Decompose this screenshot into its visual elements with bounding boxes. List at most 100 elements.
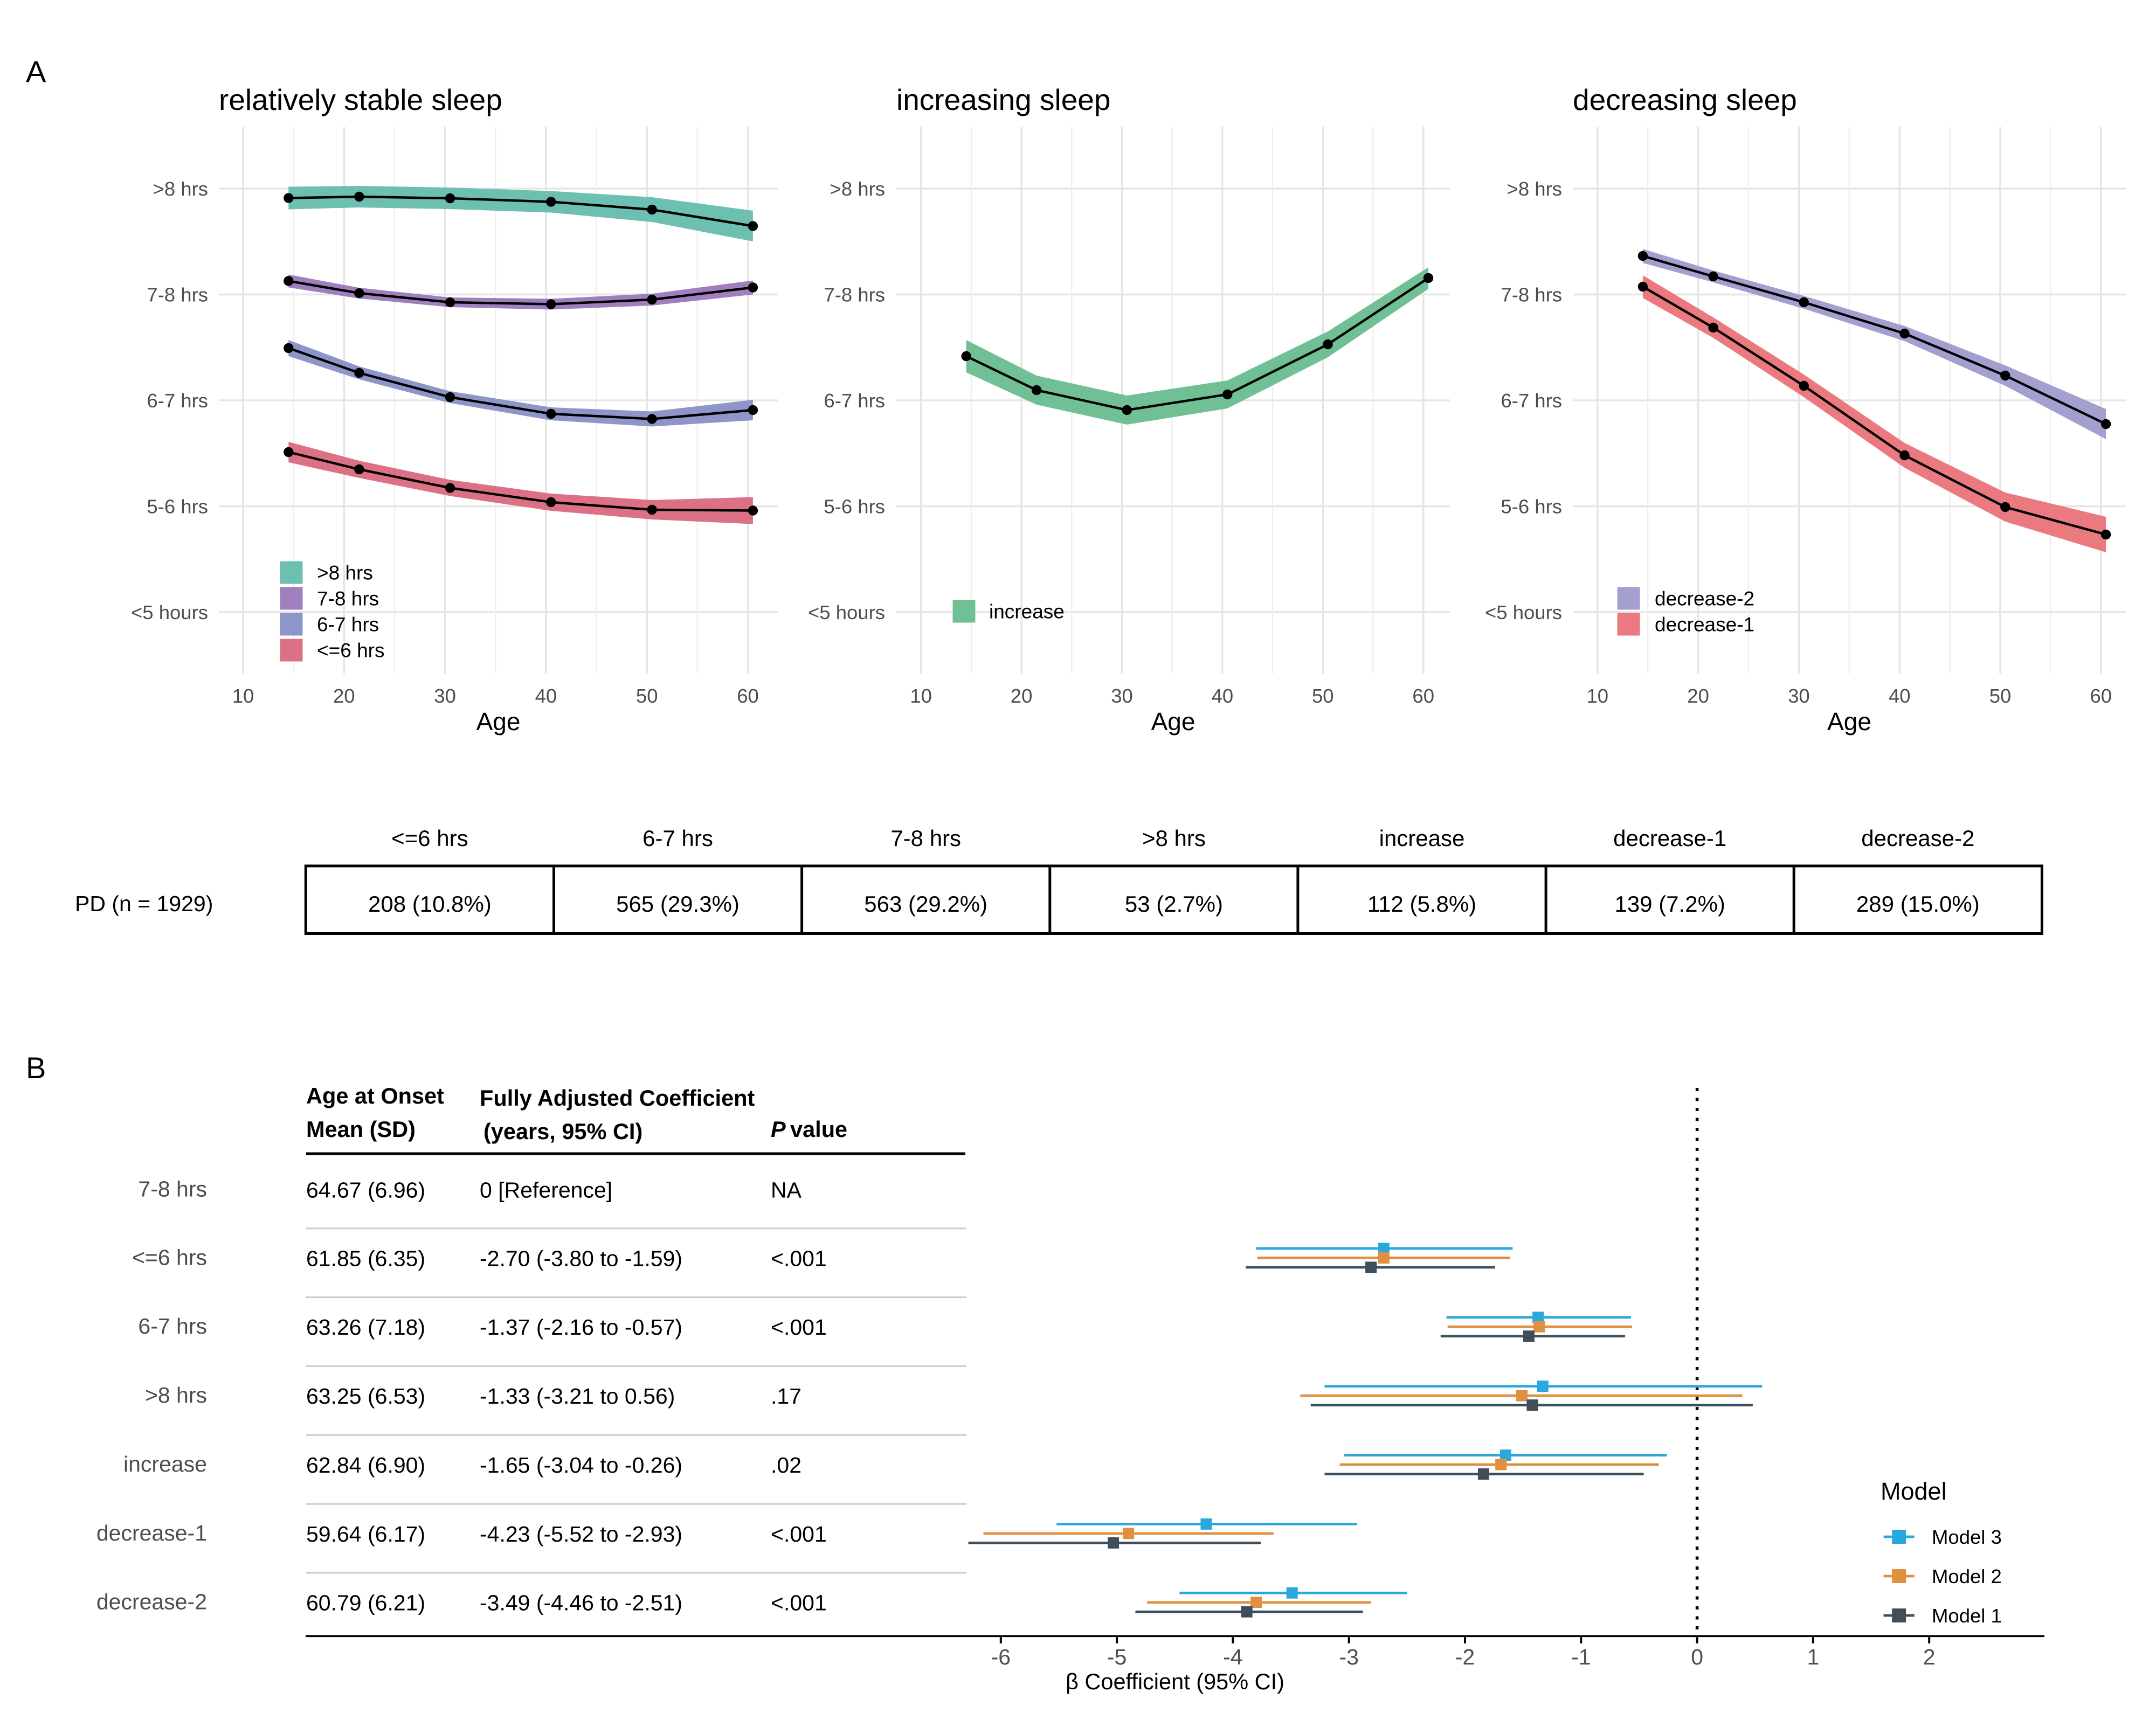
svg-text:6-7 hrs: 6-7 hrs xyxy=(147,390,208,412)
svg-text:>8 hrs: >8 hrs xyxy=(145,1383,207,1407)
svg-text:20: 20 xyxy=(1687,685,1709,707)
svg-text:decrease-1: decrease-1 xyxy=(96,1521,207,1545)
svg-text:6-7 hrs: 6-7 hrs xyxy=(824,390,885,412)
svg-text:-1.37 (-2.16 to -0.57): -1.37 (-2.16 to -0.57) xyxy=(480,1315,682,1340)
svg-text:increase: increase xyxy=(1379,826,1465,851)
svg-text:increasing sleep: increasing sleep xyxy=(896,83,1110,116)
svg-text:Model 2: Model 2 xyxy=(1932,1565,2002,1587)
svg-text:289 (15.0%): 289 (15.0%) xyxy=(1856,891,1980,917)
svg-text:-1.65 (-3.04 to -0.26): -1.65 (-3.04 to -0.26) xyxy=(480,1453,682,1478)
svg-text:60: 60 xyxy=(737,685,759,707)
svg-text:50: 50 xyxy=(1989,685,2012,707)
svg-text:53 (2.7%): 53 (2.7%) xyxy=(1125,891,1223,917)
svg-text:Model 1: Model 1 xyxy=(1932,1605,2002,1627)
svg-text:6-7 hrs: 6-7 hrs xyxy=(1501,390,1562,412)
svg-text:-6: -6 xyxy=(991,1645,1011,1669)
svg-text:20: 20 xyxy=(1011,685,1033,707)
svg-text:<.001: <.001 xyxy=(771,1246,827,1271)
svg-text:A: A xyxy=(26,54,46,88)
svg-text:decrease-1: decrease-1 xyxy=(1613,826,1726,851)
svg-text:increase: increase xyxy=(989,601,1065,623)
svg-text:0 [Reference]: 0 [Reference] xyxy=(480,1177,612,1202)
svg-text:<.001: <.001 xyxy=(771,1522,827,1546)
svg-text:decrease-2: decrease-2 xyxy=(1655,588,1754,610)
svg-text:value: value xyxy=(790,1116,847,1142)
svg-text:-1.33 (-3.21 to 0.56): -1.33 (-3.21 to 0.56) xyxy=(480,1384,675,1409)
svg-text:6-7 hrs: 6-7 hrs xyxy=(317,614,379,636)
svg-text:<=6 hrs: <=6 hrs xyxy=(132,1245,207,1270)
svg-text:1: 1 xyxy=(1807,1645,1819,1669)
svg-text:increase: increase xyxy=(123,1452,207,1476)
svg-text:<.001: <.001 xyxy=(771,1591,827,1615)
svg-text:-2.70 (-3.80 to -1.59): -2.70 (-3.80 to -1.59) xyxy=(480,1246,682,1271)
svg-text:Mean (SD): Mean (SD) xyxy=(306,1116,416,1142)
svg-text:40: 40 xyxy=(1889,685,1911,707)
svg-text:50: 50 xyxy=(636,685,658,707)
svg-text:-3.49 (-4.46 to -2.51): -3.49 (-4.46 to -2.51) xyxy=(480,1591,682,1615)
svg-text:30: 30 xyxy=(1788,685,1810,707)
svg-text:NA: NA xyxy=(771,1177,802,1202)
svg-text:P: P xyxy=(771,1116,786,1142)
svg-text:565 (29.3%): 565 (29.3%) xyxy=(616,891,740,917)
svg-text:60: 60 xyxy=(2090,685,2112,707)
svg-text:7-8 hrs: 7-8 hrs xyxy=(890,826,961,851)
svg-text:30: 30 xyxy=(434,685,456,707)
svg-text:62.84 (6.90): 62.84 (6.90) xyxy=(306,1453,425,1478)
svg-text:Age: Age xyxy=(476,708,521,736)
svg-text:decrease-2: decrease-2 xyxy=(96,1590,207,1614)
svg-text:7-8 hrs: 7-8 hrs xyxy=(1501,284,1562,306)
svg-text:PD (n = 1929): PD (n = 1929) xyxy=(75,891,213,916)
svg-text:-4: -4 xyxy=(1223,1645,1242,1669)
svg-text:20: 20 xyxy=(333,685,355,707)
svg-text:Model 3: Model 3 xyxy=(1932,1526,2002,1548)
svg-text:7-8 hrs: 7-8 hrs xyxy=(147,284,208,306)
svg-text:.02: .02 xyxy=(771,1453,801,1478)
svg-text:Age: Age xyxy=(1151,708,1196,736)
svg-text:B: B xyxy=(26,1051,46,1085)
svg-text:Age: Age xyxy=(1827,708,1871,736)
svg-text:5-6 hrs: 5-6 hrs xyxy=(147,496,208,518)
svg-text:7-8 hrs: 7-8 hrs xyxy=(317,588,379,610)
svg-text:50: 50 xyxy=(1312,685,1334,707)
svg-text:61.85 (6.35): 61.85 (6.35) xyxy=(306,1246,425,1271)
svg-text:40: 40 xyxy=(535,685,557,707)
svg-text:64.67 (6.96): 64.67 (6.96) xyxy=(306,1177,425,1202)
svg-text:-5: -5 xyxy=(1107,1645,1127,1669)
svg-text:<=6 hrs: <=6 hrs xyxy=(317,640,384,662)
svg-text:(years, 95% CI): (years, 95% CI) xyxy=(483,1119,642,1144)
svg-text:6-7 hrs: 6-7 hrs xyxy=(642,826,713,851)
svg-text:563 (29.2%): 563 (29.2%) xyxy=(864,891,987,917)
svg-text:7-8 hrs: 7-8 hrs xyxy=(824,284,885,306)
svg-text:5-6 hrs: 5-6 hrs xyxy=(1501,496,1562,518)
svg-text:59.64 (6.17): 59.64 (6.17) xyxy=(306,1522,425,1546)
svg-text:<5 hours: <5 hours xyxy=(808,601,885,623)
svg-text:60.79 (6.21): 60.79 (6.21) xyxy=(306,1591,425,1615)
svg-text:Fully Adjusted Coefficient: Fully Adjusted Coefficient xyxy=(480,1085,755,1111)
svg-text:-4.23 (-5.52 to -2.93): -4.23 (-5.52 to -2.93) xyxy=(480,1522,682,1546)
svg-text:decreasing sleep: decreasing sleep xyxy=(1573,83,1797,116)
svg-text:Model: Model xyxy=(1881,1478,1947,1505)
svg-text:<=6 hrs: <=6 hrs xyxy=(391,826,468,851)
svg-text:-1: -1 xyxy=(1571,1645,1591,1669)
svg-text:Age at Onset: Age at Onset xyxy=(306,1083,444,1108)
svg-text:relatively stable sleep: relatively stable sleep xyxy=(219,83,502,116)
svg-text:>8 hrs: >8 hrs xyxy=(1507,178,1562,200)
svg-text:6-7 hrs: 6-7 hrs xyxy=(138,1314,207,1338)
svg-text:2: 2 xyxy=(1923,1645,1936,1669)
svg-text:0: 0 xyxy=(1691,1645,1703,1669)
svg-text:7-8 hrs: 7-8 hrs xyxy=(138,1176,207,1201)
svg-text:decrease-2: decrease-2 xyxy=(1861,826,1974,851)
svg-text:60: 60 xyxy=(1412,685,1434,707)
svg-text:>8 hrs: >8 hrs xyxy=(1142,826,1206,851)
svg-text:63.25 (6.53): 63.25 (6.53) xyxy=(306,1384,425,1409)
svg-text:>8 hrs: >8 hrs xyxy=(317,562,373,584)
svg-text:112 (5.8%): 112 (5.8%) xyxy=(1367,891,1476,917)
svg-text:40: 40 xyxy=(1212,685,1234,707)
svg-text:-3: -3 xyxy=(1339,1645,1358,1669)
svg-text:>8 hrs: >8 hrs xyxy=(153,178,208,200)
svg-text:63.26 (7.18): 63.26 (7.18) xyxy=(306,1315,425,1340)
svg-text:10: 10 xyxy=(1586,685,1608,707)
svg-text:10: 10 xyxy=(910,685,932,707)
svg-text:>8 hrs: >8 hrs xyxy=(830,178,885,200)
svg-text:<.001: <.001 xyxy=(771,1315,827,1340)
